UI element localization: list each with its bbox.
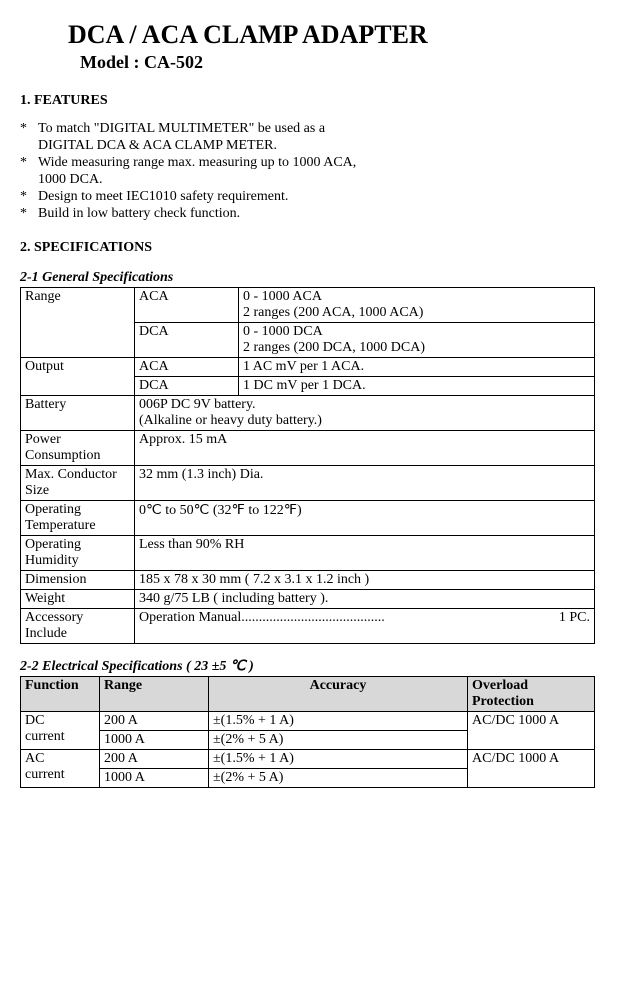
cell-value: 1 AC mV per 1 ACA. xyxy=(239,358,595,377)
electrical-spec-table: Function Range Accuracy Overload Protect… xyxy=(20,676,595,788)
cell-sublabel: DCA xyxy=(135,323,239,358)
table-row: ACcurrent 200 A ±(1.5% + 1 A) AC/DC 1000… xyxy=(21,750,595,769)
cell-value: 0 - 1000 DCA2 ranges (200 DCA, 1000 DCA) xyxy=(239,323,595,358)
table-row: OperatingHumidity Less than 90% RH xyxy=(21,536,595,571)
cell-label: Battery xyxy=(21,396,135,431)
cell-function: ACcurrent xyxy=(21,750,100,788)
cell-label: Dimension xyxy=(21,571,135,590)
cell-sublabel: ACA xyxy=(135,288,239,323)
header-range: Range xyxy=(100,677,209,712)
cell-value: Operation Manual........................… xyxy=(135,609,595,644)
model-line: Model : CA-502 xyxy=(80,52,597,73)
feature-text: Wide measuring range max. measuring up t… xyxy=(38,155,356,171)
feature-item: 1000 DCA. xyxy=(20,172,597,188)
cell-accuracy: ±(1.5% + 1 A) xyxy=(209,750,468,769)
general-spec-table: Range ACA 0 - 1000 ACA2 ranges (200 ACA,… xyxy=(20,287,595,644)
cell-value: 0℃ to 50℃ (32℉ to 122℉) xyxy=(135,501,595,536)
table-row: DCcurrent 200 A ±(1.5% + 1 A) AC/DC 1000… xyxy=(21,712,595,731)
table-row: Max. ConductorSize 32 mm (1.3 inch) Dia. xyxy=(21,466,595,501)
table-row: Output ACA 1 AC mV per 1 ACA. xyxy=(21,358,595,377)
feature-text: To match "DIGITAL MULTIMETER" be used as… xyxy=(38,121,325,137)
general-spec-heading: 2-1 General Specifications xyxy=(20,270,597,286)
cell-accuracy: ±(2% + 5 A) xyxy=(209,769,468,788)
feature-item: DIGITAL DCA & ACA CLAMP METER. xyxy=(20,138,597,154)
header-accuracy: Accuracy xyxy=(209,677,468,712)
specifications-heading: 2. SPECIFICATIONS xyxy=(20,240,597,256)
cell-overload: AC/DC 1000 A xyxy=(468,750,595,788)
table-row: Battery 006P DC 9V battery.(Alkaline or … xyxy=(21,396,595,431)
table-header-row: Function Range Accuracy Overload Protect… xyxy=(21,677,595,712)
cell-value: Approx. 15 mA xyxy=(135,431,595,466)
table-row: OperatingTemperature 0℃ to 50℃ (32℉ to 1… xyxy=(21,501,595,536)
table-row: PowerConsumption Approx. 15 mA xyxy=(21,431,595,466)
feature-item: *Wide measuring range max. measuring up … xyxy=(20,155,597,171)
cell-label: PowerConsumption xyxy=(21,431,135,466)
cell-value: 006P DC 9V battery.(Alkaline or heavy du… xyxy=(135,396,595,431)
cell-value: 340 g/75 LB ( including battery ). xyxy=(135,590,595,609)
cell-label: Weight xyxy=(21,590,135,609)
table-row: Range ACA 0 - 1000 ACA2 ranges (200 ACA,… xyxy=(21,288,595,323)
electrical-spec-heading: 2-2 Electrical Specifications ( 23 ±5 ℃ … xyxy=(20,658,597,675)
cell-label: Max. ConductorSize xyxy=(21,466,135,501)
cell-overload: AC/DC 1000 A xyxy=(468,712,595,750)
cell-label: OperatingTemperature xyxy=(21,501,135,536)
feature-item: *Design to meet IEC1010 safety requireme… xyxy=(20,189,597,205)
feature-item: *To match "DIGITAL MULTIMETER" be used a… xyxy=(20,121,597,137)
cell-range: 1000 A xyxy=(100,769,209,788)
cell-accuracy: ±(1.5% + 1 A) xyxy=(209,712,468,731)
cell-range: 1000 A xyxy=(100,731,209,750)
cell-value: 0 - 1000 ACA2 ranges (200 ACA, 1000 ACA) xyxy=(239,288,595,323)
cell-function: DCcurrent xyxy=(21,712,100,750)
features-list: *To match "DIGITAL MULTIMETER" be used a… xyxy=(20,121,597,222)
cell-label: Output xyxy=(21,358,135,396)
cell-value: 1 DC mV per 1 DCA. xyxy=(239,377,595,396)
header-overload: Overload Protection xyxy=(468,677,595,712)
cell-range: 200 A xyxy=(100,750,209,769)
cell-sublabel: ACA xyxy=(135,358,239,377)
feature-text: Design to meet IEC1010 safety requiremen… xyxy=(38,189,288,205)
feature-text: 1000 DCA. xyxy=(38,172,103,188)
cell-label: OperatingHumidity xyxy=(21,536,135,571)
feature-text: DIGITAL DCA & ACA CLAMP METER. xyxy=(38,138,277,154)
features-heading: 1. FEATURES xyxy=(20,93,597,109)
cell-value: 32 mm (1.3 inch) Dia. xyxy=(135,466,595,501)
document-title: DCA / ACA CLAMP ADAPTER xyxy=(68,20,597,50)
cell-label: AccessoryInclude xyxy=(21,609,135,644)
cell-value: 185 x 78 x 30 mm ( 7.2 x 3.1 x 1.2 inch … xyxy=(135,571,595,590)
cell-sublabel: DCA xyxy=(135,377,239,396)
feature-item: *Build in low battery check function. xyxy=(20,206,597,222)
table-row: AccessoryInclude Operation Manual.......… xyxy=(21,609,595,644)
cell-range: 200 A xyxy=(100,712,209,731)
table-row: Dimension 185 x 78 x 30 mm ( 7.2 x 3.1 x… xyxy=(21,571,595,590)
cell-label: Range xyxy=(21,288,135,358)
cell-accuracy: ±(2% + 5 A) xyxy=(209,731,468,750)
cell-value: Less than 90% RH xyxy=(135,536,595,571)
header-function: Function xyxy=(21,677,100,712)
table-row: Weight 340 g/75 LB ( including battery )… xyxy=(21,590,595,609)
feature-text: Build in low battery check function. xyxy=(38,206,240,222)
